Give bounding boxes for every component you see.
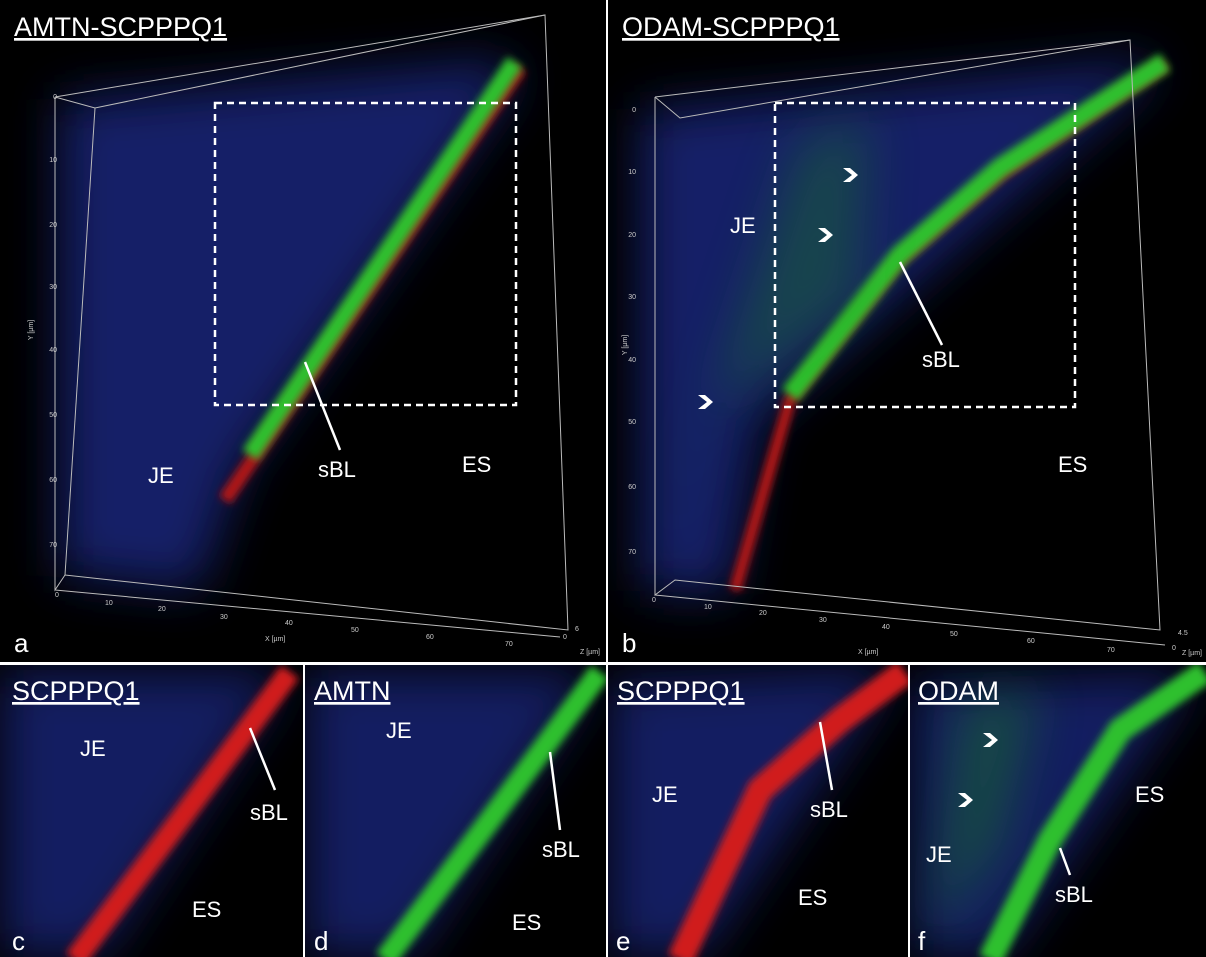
region-label: JE (926, 842, 952, 867)
panel-title: ODAM-SCPPPQ1 (622, 12, 840, 42)
axis-title: X [µm] (265, 636, 285, 643)
region-label: JE (148, 463, 174, 488)
panel-letter: e (616, 926, 630, 956)
region-label: ES (462, 452, 491, 477)
x-tick-label: 20 (158, 606, 166, 613)
region-label: ES (512, 910, 541, 935)
y-tick-label: 70 (628, 549, 636, 556)
x-tick-label: 0 (652, 597, 656, 604)
x-tick-label: 10 (105, 600, 113, 607)
z-tick-label: 0 (563, 634, 567, 641)
y-tick-label: 0 (53, 94, 57, 101)
region-label: JE (386, 718, 412, 743)
y-tick-label: 70 (49, 542, 57, 549)
y-tick-label: 50 (628, 419, 636, 426)
panel-letter: b (622, 628, 636, 658)
x-tick-label: 30 (220, 614, 228, 621)
y-tick-label: 20 (49, 222, 57, 229)
y-tick-label: 60 (628, 484, 636, 491)
z-tick-label: 4.5 (1178, 630, 1188, 637)
region-label: sBL (1055, 882, 1093, 907)
x-tick-label: 60 (426, 634, 434, 641)
region-label: sBL (250, 800, 288, 825)
y-tick-label: 30 (628, 294, 636, 301)
region-label: sBL (922, 347, 960, 372)
region-label: ES (1135, 782, 1164, 807)
region-label: JE (652, 782, 678, 807)
region-label: JE (730, 213, 756, 238)
panel-title: SCPPPQ1 (617, 676, 745, 706)
z-tick-label: 0 (1172, 645, 1176, 652)
region-label: ES (1058, 452, 1087, 477)
axis-title: X [µm] (858, 649, 878, 656)
y-tick-label: 10 (628, 169, 636, 176)
y-tick-label: 10 (49, 157, 57, 164)
panel-letter: f (918, 926, 926, 956)
panel-title: ODAM (918, 676, 999, 706)
region-label: ES (192, 897, 221, 922)
y-tick-label: 50 (49, 412, 57, 419)
panel-letter: a (14, 628, 29, 658)
x-tick-label: 40 (285, 620, 293, 627)
y-tick-label: 40 (49, 347, 57, 354)
x-tick-label: 40 (882, 624, 890, 631)
y-tick-label: 0 (632, 107, 636, 114)
x-tick-label: 10 (704, 604, 712, 611)
region-label: sBL (318, 457, 356, 482)
x-tick-label: 20 (759, 610, 767, 617)
y-tick-label: 60 (49, 477, 57, 484)
region-label: sBL (810, 797, 848, 822)
z-tick-label: 6 (575, 626, 579, 633)
x-tick-label: 60 (1027, 638, 1035, 645)
panel-title: AMTN-SCPPPQ1 (14, 12, 227, 42)
panel-title: SCPPPQ1 (12, 676, 140, 706)
x-tick-label: 50 (950, 631, 958, 638)
axis-title: Y [µm] (622, 335, 629, 355)
x-tick-label: 30 (819, 617, 827, 624)
region-label: JE (80, 736, 106, 761)
axis-title: Z [µm] (1182, 650, 1202, 657)
x-tick-label: 50 (351, 627, 359, 634)
x-tick-label: 70 (1107, 647, 1115, 654)
region-label: ES (798, 885, 827, 910)
figure: AMTN-SCPPPQ1 JE sBL ES a ODAM-SCPPPQ1 JE… (0, 0, 1206, 957)
y-tick-label: 30 (49, 284, 57, 291)
axis-title: Y [µm] (28, 320, 35, 340)
y-tick-label: 40 (628, 357, 636, 364)
panel-letter: c (12, 926, 25, 956)
region-label: sBL (542, 837, 580, 862)
axis-title: Z [µm] (580, 649, 600, 656)
x-tick-label: 0 (55, 592, 59, 599)
x-tick-label: 70 (505, 641, 513, 648)
panel-letter: d (314, 926, 328, 956)
y-tick-label: 20 (628, 232, 636, 239)
panel-title: AMTN (314, 676, 391, 706)
